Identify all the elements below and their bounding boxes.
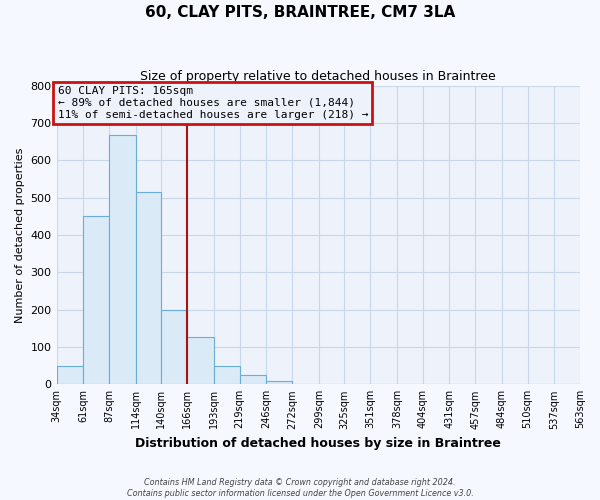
Bar: [136, 192, 161, 384]
Bar: [83, 216, 109, 384]
X-axis label: Distribution of detached houses by size in Braintree: Distribution of detached houses by size …: [136, 437, 501, 450]
Bar: [56, 366, 83, 384]
Text: 60 CLAY PITS: 165sqm
← 89% of detached houses are smaller (1,844)
11% of semi-de: 60 CLAY PITS: 165sqm ← 89% of detached h…: [58, 86, 368, 120]
Bar: [239, 375, 266, 384]
Bar: [266, 382, 292, 384]
Title: Size of property relative to detached houses in Braintree: Size of property relative to detached ho…: [140, 70, 496, 83]
Text: 60, CLAY PITS, BRAINTREE, CM7 3LA: 60, CLAY PITS, BRAINTREE, CM7 3LA: [145, 5, 455, 20]
Bar: [214, 366, 239, 384]
Bar: [109, 135, 136, 384]
Bar: [161, 310, 187, 384]
Y-axis label: Number of detached properties: Number of detached properties: [15, 147, 25, 322]
Text: Contains HM Land Registry data © Crown copyright and database right 2024.
Contai: Contains HM Land Registry data © Crown c…: [127, 478, 473, 498]
Bar: [187, 336, 214, 384]
